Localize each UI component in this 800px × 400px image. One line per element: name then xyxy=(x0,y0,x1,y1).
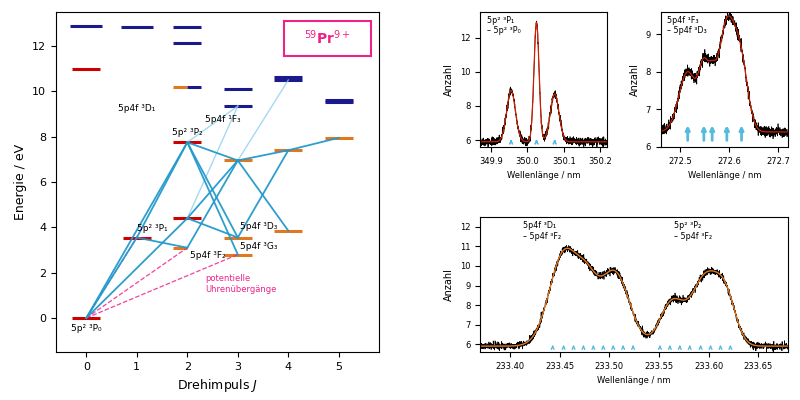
Text: 5p² ³P₁: 5p² ³P₁ xyxy=(137,224,167,233)
Text: 5p4f ³D₁
– 5p4f ³F₂: 5p4f ³D₁ – 5p4f ³F₂ xyxy=(523,221,562,240)
Y-axis label: Energie / eV: Energie / eV xyxy=(14,144,26,220)
Text: 5p4f ³F₂: 5p4f ³F₂ xyxy=(190,251,226,260)
X-axis label: Drehimpuls $J$: Drehimpuls $J$ xyxy=(177,377,258,394)
Text: $^{59}$$\mathbf{Pr}$$^{9+}$: $^{59}$$\mathbf{Pr}$$^{9+}$ xyxy=(304,29,350,47)
Text: 5p² ³P₀: 5p² ³P₀ xyxy=(71,324,102,333)
Y-axis label: Anzahl: Anzahl xyxy=(630,63,640,96)
Text: 5p4f ¹F₃: 5p4f ¹F₃ xyxy=(205,115,241,124)
Y-axis label: Anzahl: Anzahl xyxy=(445,268,454,301)
Text: 5p² ³P₁
– 5p² ³P₀: 5p² ³P₁ – 5p² ³P₀ xyxy=(486,16,520,36)
Text: 5p4f ³D₁: 5p4f ³D₁ xyxy=(118,104,155,113)
Text: 5p² ³P₂
– 5p4f ³F₂: 5p² ³P₂ – 5p4f ³F₂ xyxy=(674,221,712,240)
X-axis label: Wellenlänge / nm: Wellenlänge / nm xyxy=(688,171,761,180)
Text: 5p4f ¹F₃
– 5p4f ³D₃: 5p4f ¹F₃ – 5p4f ³D₃ xyxy=(667,16,707,36)
Y-axis label: Anzahl: Anzahl xyxy=(445,63,454,96)
Text: potentielle
Uhrenübergänge: potentielle Uhrenübergänge xyxy=(205,274,276,294)
FancyBboxPatch shape xyxy=(284,21,371,56)
Text: 5p4f ³G₃: 5p4f ³G₃ xyxy=(240,242,278,251)
X-axis label: Wellenlänge / nm: Wellenlänge / nm xyxy=(507,171,581,180)
Text: 5p4f ³D₃: 5p4f ³D₃ xyxy=(240,222,278,231)
Text: 5p² ³P₂: 5p² ³P₂ xyxy=(172,128,202,137)
X-axis label: Wellenlänge / nm: Wellenlänge / nm xyxy=(598,376,671,385)
